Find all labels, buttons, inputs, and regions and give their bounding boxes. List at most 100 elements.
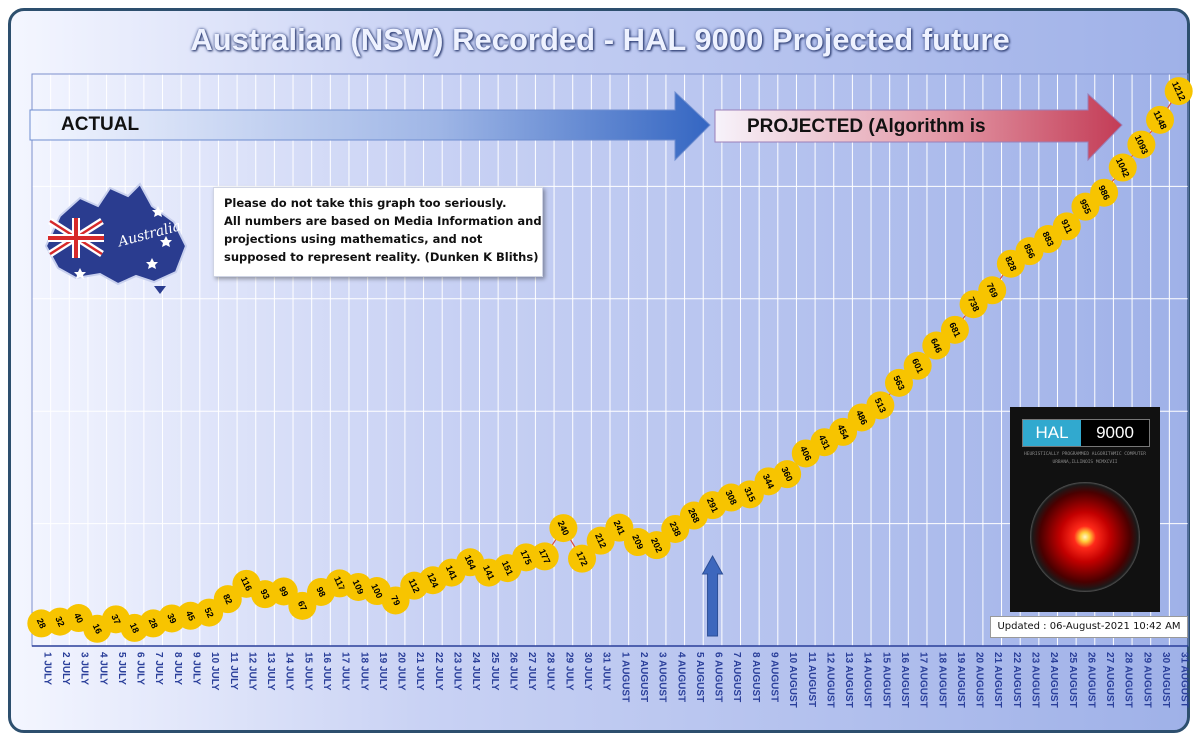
x-tick-label: 13 AUGUST	[843, 652, 854, 708]
x-tick-label: 5 JULY	[116, 652, 127, 685]
data-point	[642, 531, 671, 560]
hal-9000-panel: HAL 9000 HEURISTICALLY PROGRAMMED ALGORI…	[1010, 407, 1160, 612]
hal-subtitle-line: HEURISTICALLY PROGRAMMED ALGORITHMIC COM…	[1024, 452, 1146, 457]
hal-eye-icon	[1030, 482, 1140, 592]
data-label: 18	[128, 621, 141, 634]
data-point	[549, 514, 578, 543]
note-line: Please do not take this graph too seriou…	[224, 196, 507, 210]
data-point	[1052, 212, 1081, 241]
x-tick-label: 12 JULY	[246, 652, 257, 691]
x-tick-label: 12 AUGUST	[824, 652, 835, 708]
x-tick-label: 9 AUGUST	[769, 652, 780, 702]
x-tick-label: 15 AUGUST	[880, 652, 891, 708]
x-tick-label: 19 AUGUST	[955, 652, 966, 708]
x-tick-label: 11 AUGUST	[806, 652, 817, 707]
x-tick-label: 28 AUGUST	[1123, 652, 1134, 708]
projected-label: PROJECTED (Algorithm is	[747, 116, 986, 137]
x-tick-label: 30 JULY	[582, 652, 593, 691]
data-label: 82	[221, 592, 234, 605]
australia-flag-map-icon: Australia	[44, 182, 188, 294]
x-tick-labels: 1 JULY 2 JULY 3 JULY 4 JULY 5 JULY 6 JULY 7 JU…	[41, 652, 1189, 708]
data-label: 52	[202, 606, 215, 619]
disclaimer-note: Please do not take this graph too seriou…	[213, 187, 543, 277]
x-tick-label: 13 JULY	[265, 652, 276, 691]
data-point	[1127, 130, 1156, 159]
x-tick-label: 29 AUGUST	[1141, 652, 1152, 708]
x-tick-label: 2 JULY	[60, 652, 71, 685]
x-tick-label: 21 JULY	[414, 652, 425, 691]
x-tick-label: 20 AUGUST	[974, 652, 985, 708]
data-point	[773, 460, 802, 489]
updated-timestamp: Updated : 06-August-2021 10:42 AM	[990, 616, 1188, 638]
data-label: 45	[184, 609, 197, 622]
x-tick-label: 22 JULY	[433, 652, 444, 691]
x-tick-label: 23 AUGUST	[1030, 652, 1041, 708]
x-tick-label: 18 JULY	[358, 652, 369, 691]
x-tick-label: 15 JULY	[302, 652, 313, 691]
x-tick-label: 26 AUGUST	[1086, 652, 1097, 708]
x-tick-label: 11 JULY	[228, 652, 239, 690]
x-tick-label: 27 AUGUST	[1104, 652, 1115, 708]
data-point	[978, 276, 1007, 305]
data-point	[940, 315, 969, 344]
data-label: 98	[314, 585, 327, 598]
data-point	[903, 351, 932, 380]
x-tick-label: 10 JULY	[209, 652, 220, 691]
data-point	[1164, 77, 1193, 106]
data-label: 28	[147, 617, 160, 630]
x-tick-label: 14 JULY	[284, 652, 295, 691]
hal-logo-left: HAL	[1023, 420, 1081, 446]
x-tick-label: 8 AUGUST	[750, 652, 761, 702]
current-day-arrow	[701, 554, 724, 637]
x-tick-label: 8 JULY	[172, 652, 183, 685]
data-label: 79	[389, 594, 402, 607]
x-tick-label: 7 AUGUST	[731, 652, 742, 702]
x-tick-label: 5 AUGUST	[694, 652, 705, 702]
x-tick-label: 9 JULY	[191, 652, 202, 685]
x-tick-label: 22 AUGUST	[1011, 652, 1022, 708]
data-point	[1090, 178, 1119, 207]
data-label: 37	[109, 613, 122, 626]
data-label: 99	[277, 585, 290, 598]
x-tick-label: 16 JULY	[321, 652, 332, 691]
actual-arrow	[29, 90, 711, 162]
x-tick-label: 14 AUGUST	[862, 652, 873, 708]
data-label: 32	[53, 615, 66, 628]
data-label: 93	[258, 588, 271, 601]
data-point	[381, 586, 410, 615]
data-label: 28	[35, 617, 48, 630]
data-label: 16	[91, 622, 104, 635]
x-tick-label: 4 AUGUST	[675, 652, 686, 702]
x-tick-label: 7 JULY	[153, 652, 164, 685]
x-tick-label: 18 AUGUST	[936, 652, 947, 708]
hal-subtitle: HEURISTICALLY PROGRAMMED ALGORITHMIC COM…	[1010, 451, 1160, 467]
x-tick-label: 25 AUGUST	[1067, 652, 1078, 708]
x-tick-label: 16 AUGUST	[899, 652, 910, 708]
x-tick-label: 1 AUGUST	[619, 652, 630, 702]
data-point	[213, 585, 242, 614]
data-label: 40	[72, 611, 85, 624]
x-tick-label: 10 AUGUST	[787, 652, 798, 708]
x-tick-label: 20 JULY	[396, 652, 407, 691]
data-point	[866, 391, 895, 420]
x-tick-label: 29 JULY	[563, 652, 574, 691]
data-point	[1108, 153, 1137, 182]
projected-arrow	[714, 92, 1123, 162]
data-label: 39	[165, 612, 178, 625]
data-point	[922, 331, 951, 360]
x-tick-label: 2 AUGUST	[638, 652, 649, 702]
chart-title: Australian (NSW) Recorded - HAL 9000 Pro…	[190, 22, 1010, 57]
data-label: 67	[296, 599, 309, 612]
x-tick-label: 24 JULY	[470, 652, 481, 691]
note-line: supposed to represent reality. (Dunken K…	[224, 250, 539, 264]
data-point	[1146, 105, 1175, 134]
x-tick-label: 6 AUGUST	[713, 652, 724, 702]
x-tick-label: 31 JULY	[601, 652, 612, 691]
hal-logo: HAL 9000	[1022, 419, 1150, 447]
x-tick-label: 30 AUGUST	[1160, 652, 1171, 708]
x-tick-label: 1 JULY	[41, 652, 52, 685]
data-point	[530, 542, 559, 571]
x-tick-label: 24 AUGUST	[1048, 652, 1059, 708]
